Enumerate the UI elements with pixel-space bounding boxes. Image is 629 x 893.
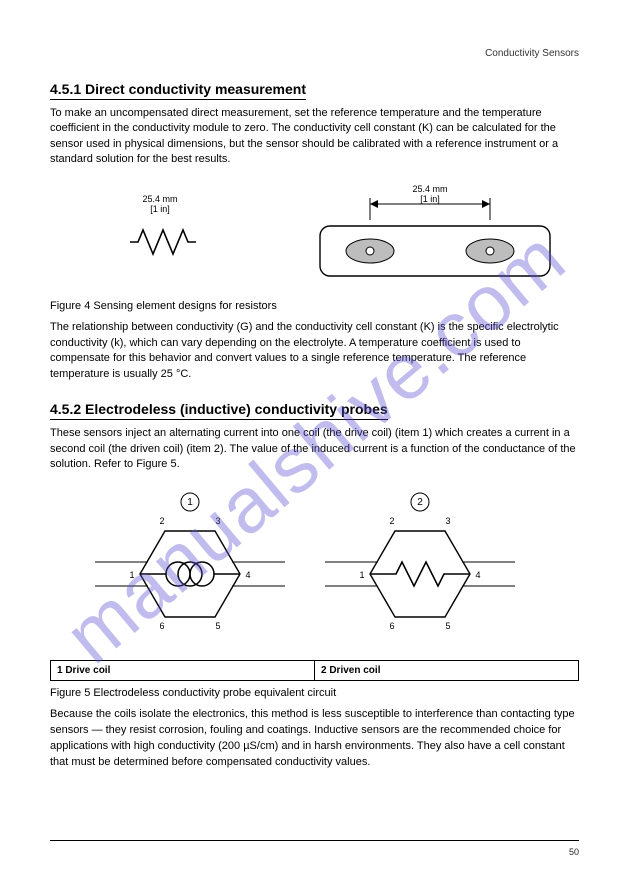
hex2-v3: 3 [445,516,450,526]
legend-cell-1: 1 Drive coil [51,661,315,681]
legend-cell-2: 2 Driven coil [315,661,579,681]
fig1-dim-mm-left: 25.4 mm [142,194,177,204]
fig1-dim-mm-right: 25.4 mm [412,184,447,194]
hex1-v6: 6 [159,621,164,631]
hex2-v2: 2 [389,516,394,526]
page-header: Conductivity Sensors [50,48,579,59]
fig1-dim-in-left: [1 in] [150,204,170,214]
section-inductive-probes: 4.5.2 Electrodeless (inductive) conducti… [50,401,579,472]
hex1-v3: 3 [215,516,220,526]
hex-right-group: 2 1 2 3 4 5 6 [325,493,515,631]
hex1-badge-number: 1 [187,497,193,508]
page-root: manualshive.com Conductivity Sensors 4.5… [0,0,629,893]
section2-subtext: These sensors inject an alternating curr… [50,426,579,472]
fig1-hole-left [366,247,374,255]
hex-left-group: 1 1 2 3 4 5 6 [95,493,285,631]
section1-title: 4.5.1 Direct conductivity measurement [50,81,306,100]
hex1-v4: 4 [245,570,250,580]
page-footer: 50 [50,840,579,857]
hex2-v4: 4 [475,570,480,580]
figure2-caption: Figure 5 Electrodeless conductivity prob… [50,687,579,699]
figure1-container: 25.4 mm [1 in] 25.4 mm [1 in] Figure 4 S… [50,180,579,312]
figure2-container: 1 1 2 3 4 5 6 [50,484,579,699]
body2-text: Because the coils isolate the electronic… [50,707,579,771]
resistor-zigzag-icon [130,230,196,254]
hex2-v5: 5 [445,621,450,631]
section-direct-measurement: 4.5.1 Direct conductivity measurement To… [50,81,579,168]
figure1-svg: 25.4 mm [1 in] 25.4 mm [1 in] [50,180,570,300]
section2-title: 4.5.2 Electrodeless (inductive) conducti… [50,401,388,420]
fig1-hole-right [486,247,494,255]
hex1-v2: 2 [159,516,164,526]
hex2-v6: 6 [389,621,394,631]
fig1-dim-arrow-right [482,200,490,208]
hex2-badge-number: 2 [417,497,423,508]
footer-page-number: 50 [569,847,579,857]
figure2-legend-table: 1 Drive coil 2 Driven coil [50,660,579,681]
section1-subtext: To make an uncompensated direct measurem… [50,106,579,168]
fig1-dim-in-right: [1 in] [420,194,440,204]
hex1-v1: 1 [129,570,134,580]
fig1-dim-arrow-left [370,200,378,208]
figure2-svg: 1 1 2 3 4 5 6 [50,484,570,654]
figure1-caption: Figure 4 Sensing element designs for res… [50,300,579,312]
table-row: 1 Drive coil 2 Driven coil [51,661,579,681]
hex1-v5: 5 [215,621,220,631]
body1-text: The relationship between conductivity (G… [50,320,579,384]
hex2-v1: 1 [359,570,364,580]
